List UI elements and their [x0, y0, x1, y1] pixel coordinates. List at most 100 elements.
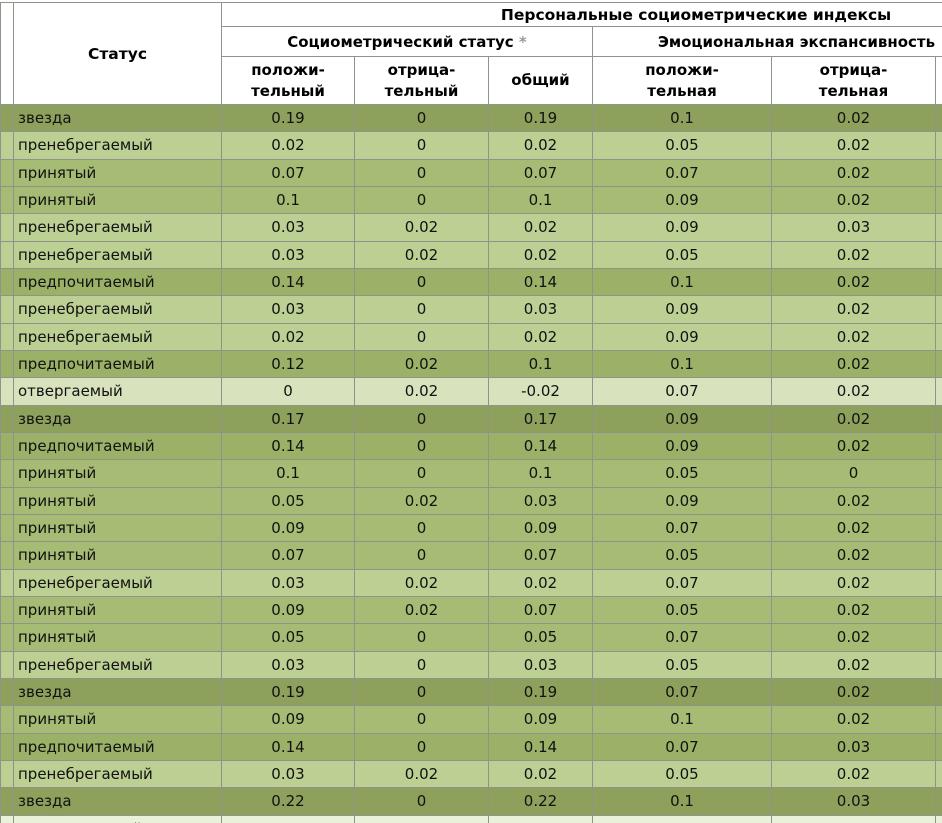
- value-cell: 0.1: [592, 349, 772, 379]
- value-cell: 0.07: [488, 541, 593, 570]
- value-cell: 0.02: [354, 349, 489, 379]
- value-cell: 0.02: [771, 404, 936, 433]
- table-row: пренебрегаемый 0.03 0.02 0.02 0.05 0.02: [0, 759, 942, 789]
- value-cell: 0: [354, 295, 489, 324]
- row-edge-cell: [0, 732, 14, 761]
- value-cell: 0: [354, 158, 489, 187]
- row-edge-cell: [0, 486, 14, 515]
- table-header: Статус Персональные социометрические инд…: [0, 2, 942, 105]
- value-cell: 0.22: [488, 787, 593, 816]
- status-cell: принятый: [13, 705, 222, 734]
- table-row: звезда 0.19 0 0.19 0.1 0.02: [0, 103, 942, 133]
- col-header-positive-status: положи- тельный: [221, 56, 355, 105]
- table-row: предпочитаемый 0.14 0 0.14 0.07 0.03: [0, 732, 942, 761]
- value-cell: 0.03: [221, 759, 355, 789]
- value-cell: 0.14: [488, 732, 593, 761]
- value-cell: 0.09: [592, 486, 772, 515]
- status-cell: принятый: [13, 185, 222, 215]
- table-row: пренебрегаемый 0.03 0 0.03 0.09 0.02: [0, 295, 942, 324]
- col-header-negative-status: отрица- тельный: [354, 56, 489, 105]
- status-cell: звезда: [13, 404, 222, 433]
- value-cell: 0.07: [488, 158, 593, 187]
- status-cell: предпочитаемый: [13, 431, 222, 461]
- value-cell: 0.05: [592, 650, 772, 679]
- row-edge-cell: [935, 677, 942, 707]
- value-cell: 0.02: [771, 131, 936, 160]
- value-cell: 0.02: [771, 349, 936, 379]
- value-cell: 0.02: [354, 595, 489, 625]
- value-cell: 0: [354, 267, 489, 297]
- row-edge-cell: [935, 322, 942, 351]
- value-cell: 0: [354, 322, 489, 351]
- row-edge-cell: [0, 185, 14, 215]
- value-cell: 0.05: [592, 131, 772, 160]
- row-edge-cell: [935, 486, 942, 515]
- value-cell: 0.1: [221, 459, 355, 488]
- status-cell: пренебрегаемый: [13, 131, 222, 160]
- row-edge-cell: [0, 513, 14, 543]
- value-cell: 0.03: [488, 295, 593, 324]
- row-edge-cell: [935, 513, 942, 543]
- value-cell: 0.09: [592, 431, 772, 461]
- col-header-positive-expansiveness: положи- тельная: [592, 56, 772, 105]
- value-cell: 0.19: [221, 103, 355, 133]
- footnote-asterisk: *: [518, 32, 527, 51]
- status-cell: отвергаемый: [13, 377, 222, 406]
- row-edge-cell: [935, 650, 942, 679]
- value-cell: 0: [354, 103, 489, 133]
- row-edge-cell: [0, 759, 14, 789]
- row-edge-cell: [0, 377, 14, 406]
- row-edge-cell: [0, 131, 14, 160]
- row-edge-cell: [0, 158, 14, 187]
- value-cell: 0.02: [771, 759, 936, 789]
- table-row: принятый 0.09 0.02 0.07 0.05 0.02: [0, 595, 942, 625]
- table-row: пренебрегаемый 0.03 0.02 0.02 0.09 0.03: [0, 213, 942, 242]
- value-cell: 0.02: [488, 240, 593, 269]
- value-cell: 0.14: [221, 732, 355, 761]
- value-cell: 0.03: [771, 213, 936, 242]
- group-header-personal-indices: Персональные социометрические индексы: [220, 2, 942, 27]
- value-cell: 0.03: [488, 650, 593, 679]
- value-cell: 0.1: [488, 185, 593, 215]
- value-cell: 0.05: [592, 459, 772, 488]
- value-cell: 0: [488, 814, 593, 823]
- status-cell: принятый: [13, 541, 222, 570]
- value-cell: 0.17: [488, 404, 593, 433]
- row-edge-cell: [0, 677, 14, 707]
- value-cell: 0.05: [221, 623, 355, 652]
- table-row: принятый 0.1 0 0.1 0.05 0: [0, 459, 942, 488]
- value-cell: 0.05: [592, 541, 772, 570]
- col-header-negative-expansiveness: отрица- тельная: [771, 56, 936, 105]
- row-edge-cell: [935, 568, 942, 597]
- value-cell: 0.03: [221, 295, 355, 324]
- table-row: принятый 0.07 0 0.07 0.07 0.02: [0, 158, 942, 187]
- value-cell: 0.1: [592, 103, 772, 133]
- table-row: пренебрегаемый 0.02 0 0.02 0.05 0.02: [0, 131, 942, 160]
- table-row: звезда 0.22 0 0.22 0.1 0.03: [0, 787, 942, 816]
- value-cell: 0: [354, 787, 489, 816]
- value-cell: 0.1: [488, 459, 593, 488]
- value-cell: 0.02: [771, 103, 936, 133]
- status-cell: принятый: [13, 595, 222, 625]
- value-cell: 0.1: [592, 267, 772, 297]
- col-header-next-cell: [935, 56, 942, 105]
- row-edge-cell: [935, 623, 942, 652]
- value-cell: 0.14: [488, 431, 593, 461]
- value-cell: 0: [354, 541, 489, 570]
- value-cell: 0.03: [221, 650, 355, 679]
- value-cell: 0: [354, 677, 489, 707]
- value-cell: 0.02: [488, 213, 593, 242]
- row-edge-cell: [0, 267, 14, 297]
- subgroup-sociometric-status-label: Социометрический статус: [287, 32, 514, 51]
- row-edge-cell: [935, 705, 942, 734]
- row-edge-cell: [935, 431, 942, 461]
- value-cell: 0.05: [221, 486, 355, 515]
- value-cell: 0.07: [488, 595, 593, 625]
- status-cell: звезда: [13, 103, 222, 133]
- status-cell: принятый: [13, 623, 222, 652]
- status-cell: предпочитаемый: [13, 267, 222, 297]
- value-cell: 0.03: [488, 486, 593, 515]
- value-cell: 0.05: [488, 623, 593, 652]
- row-edge-cell: [0, 295, 14, 324]
- value-cell: 0: [354, 513, 489, 543]
